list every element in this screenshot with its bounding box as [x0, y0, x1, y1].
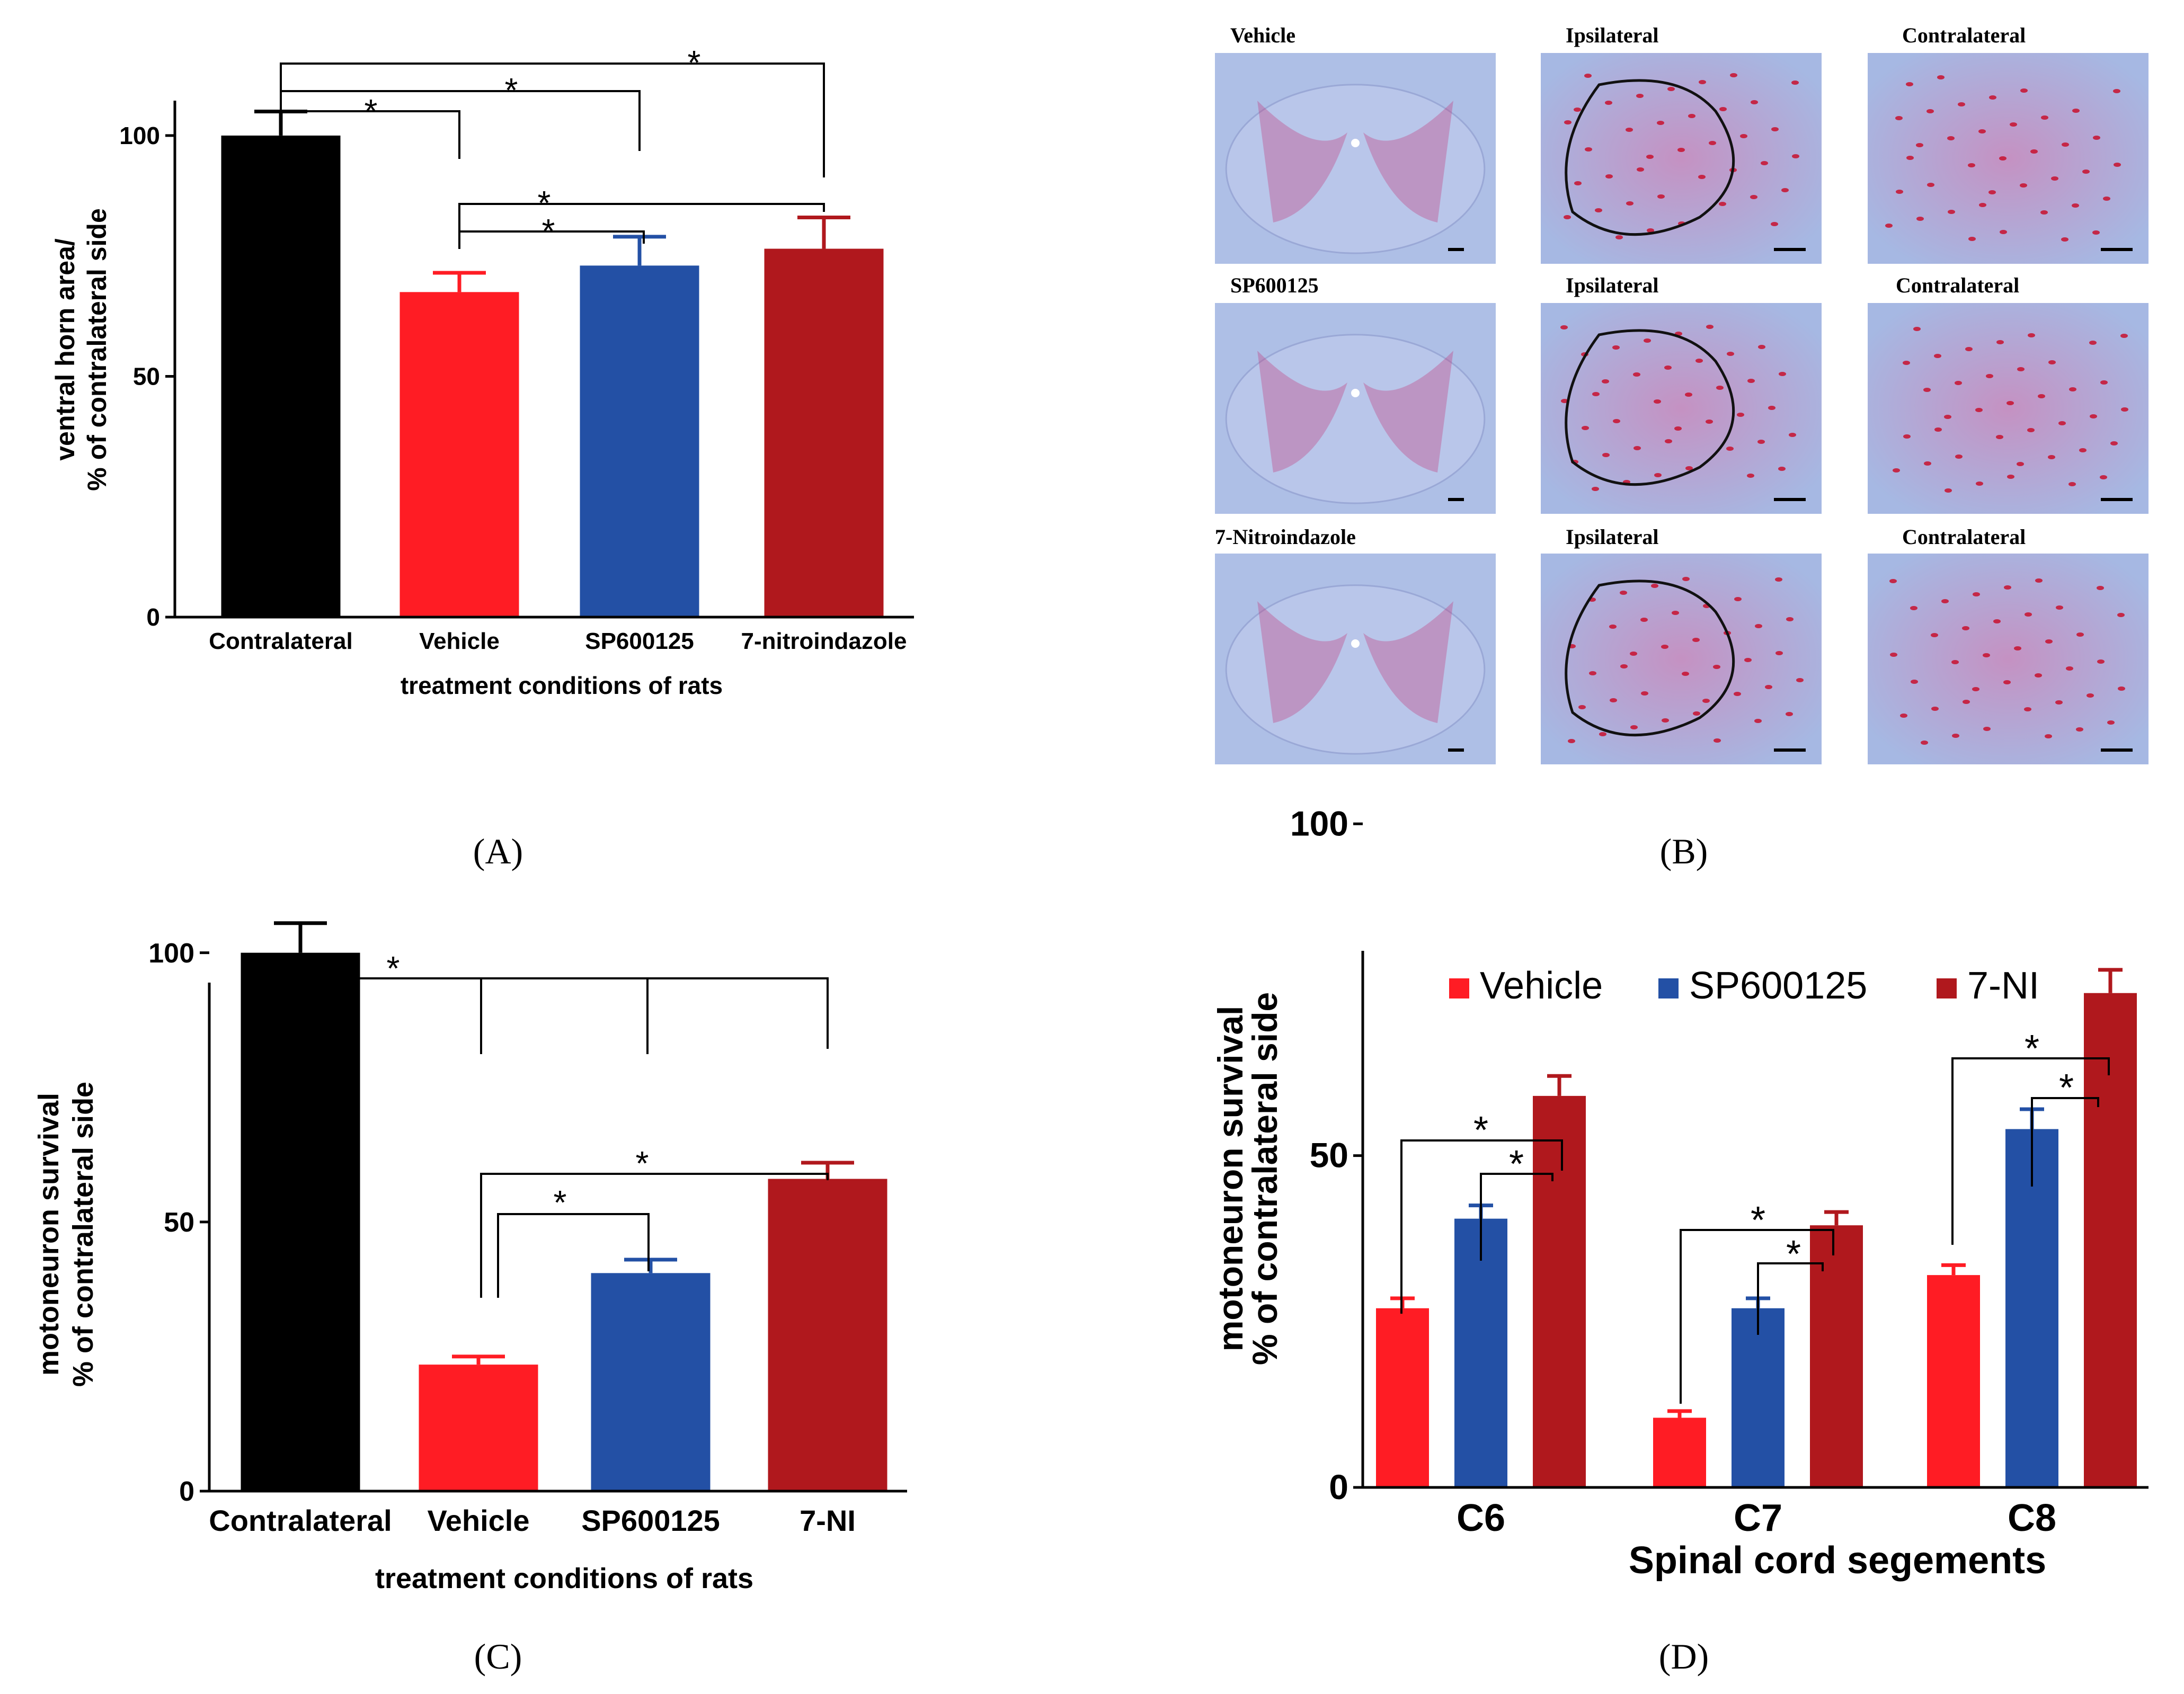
d-significance-brackets	[1400, 1057, 2110, 1404]
x-tick-label: Contralateral	[209, 628, 352, 654]
y-tick-label: 100	[1290, 804, 1348, 843]
micrograph	[1868, 554, 2149, 764]
bar-contralateral	[241, 952, 360, 1491]
chart-a: 0 50 100 ventral horn area/ % of contralat…	[50, 43, 914, 699]
a-xlabel: treatment conditions of rats	[401, 672, 723, 699]
bar-7-nitroindazole	[764, 248, 884, 618]
d-ylabel2: % of contralateral side	[1245, 992, 1284, 1365]
d-xlabel: Spinal cord segements	[1629, 1539, 2046, 1582]
a-sig-star-4: *	[538, 184, 551, 222]
micrograph	[1215, 554, 1496, 764]
y-tick-label: 50	[1310, 1136, 1348, 1175]
bar-sp600125	[580, 265, 699, 617]
bar-7-ni-c8	[2084, 993, 2137, 1487]
x-tick-label: SP600125	[581, 1504, 720, 1537]
x-tick-label: Contralateral	[209, 1504, 392, 1537]
b-row-label-vehicle: Vehicle	[1230, 23, 1295, 47]
bar-vehicle	[399, 292, 519, 617]
b-col-label-contralateral-2: Contralateral	[1896, 273, 2019, 297]
micrograph	[1541, 303, 1822, 514]
x-tick-label: 7-NI	[800, 1504, 856, 1537]
x-tick-label: C6	[1457, 1497, 1505, 1539]
micrograph	[1541, 554, 1822, 764]
a-ylabel: ventral horn area/	[50, 238, 80, 461]
d-sig-star-5: *	[2025, 1028, 2039, 1070]
c-sig-star-3: *	[554, 1183, 567, 1222]
c-xlabel: treatment conditions of rats	[375, 1563, 753, 1594]
bar-sp600125-c7	[1732, 1308, 1785, 1487]
legend-label: SP600125	[1689, 965, 1867, 1007]
legend-swatch	[1449, 978, 1469, 998]
micrograph-panel: Vehicle Ipsilateral Contralateral SP6001…	[1215, 23, 2149, 764]
a-sig-star-2: *	[505, 71, 518, 109]
bar-7-ni	[768, 1179, 887, 1491]
bar-sp600125-c6	[1454, 1218, 1507, 1487]
bar-vehicle	[419, 1365, 538, 1491]
c-ylabel2: % of contralateral side	[67, 1082, 99, 1387]
y-tick-label: 0	[146, 603, 160, 631]
b-col-label-ipsilateral-3: Ipsilateral	[1566, 525, 1659, 549]
y-tick-label: 0	[179, 1476, 194, 1507]
b-col-label-ipsilateral-2: Ipsilateral	[1566, 273, 1659, 297]
bar-vehicle-c8	[1927, 1275, 1980, 1487]
c-significance-brackets	[299, 977, 829, 1298]
a-significance-brackets	[280, 63, 825, 249]
y-tick-label: 50	[133, 363, 160, 390]
y-tick-label: 100	[148, 938, 194, 969]
micrograph	[1868, 303, 2149, 514]
b-row-label-7-nitroindazole: 7-Nitroindazole	[1215, 525, 1356, 549]
c-sig-star-1: *	[387, 949, 400, 987]
panel-label-b: (B)	[1660, 831, 1708, 871]
d-sig-star-3: *	[1751, 1199, 1765, 1242]
a-ylabel2: % of contralateral side	[82, 208, 112, 491]
bar-sp600125-c8	[2005, 1129, 2058, 1487]
b-col-label-contralateral-3: Contralateral	[1902, 525, 2026, 549]
chart-d: 0 50 100 motoneuron survival % of contrala…	[1211, 804, 2149, 1582]
c-ylabel: motoneuron survival	[33, 1093, 65, 1376]
y-tick-label: 100	[119, 122, 160, 149]
d-sig-star-2: *	[1509, 1143, 1524, 1185]
micrograph	[1541, 53, 1822, 264]
x-tick-label: SP600125	[585, 628, 694, 654]
panel-label-a: (A)	[473, 831, 523, 871]
micrograph	[1215, 303, 1496, 514]
x-tick-label: Vehicle	[419, 628, 500, 654]
bar-vehicle-c7	[1653, 1417, 1706, 1487]
a-sig-star-5: *	[542, 212, 555, 250]
legend-swatch	[1658, 978, 1679, 998]
c-sig-star-2: *	[636, 1144, 649, 1182]
b-col-label-ipsilateral-1: Ipsilateral	[1566, 23, 1659, 47]
x-tick-label: 7-nitroindazole	[741, 628, 907, 654]
legend-label: Vehicle	[1480, 965, 1603, 1007]
micrograph	[1868, 53, 2149, 264]
y-tick-label: 0	[1329, 1467, 1348, 1506]
chart-c: 0 50 100 motoneuron survival % of contrala…	[33, 921, 907, 1594]
x-tick-label: Vehicle	[427, 1504, 529, 1537]
d-sig-star-6: *	[2059, 1067, 2074, 1109]
y-tick-label: 50	[164, 1207, 194, 1238]
d-ylabel: motoneuron survival	[1211, 1006, 1250, 1352]
x-tick-label: C8	[2008, 1497, 2056, 1539]
bar-7-ni-c7	[1810, 1225, 1863, 1487]
panel-label-d: (D)	[1659, 1636, 1709, 1677]
d-sig-star-4: *	[1786, 1233, 1801, 1276]
bar-contralateral	[221, 135, 341, 618]
legend-swatch	[1937, 978, 1957, 998]
d-sig-star-1: *	[1473, 1109, 1488, 1152]
panel-label-c: (C)	[474, 1636, 522, 1677]
bar-7-ni-c6	[1533, 1095, 1586, 1487]
a-sig-star-3: *	[365, 92, 378, 130]
b-row-label-sp600125: SP600125	[1230, 273, 1319, 297]
micrograph	[1215, 53, 1496, 264]
bar-vehicle-c6	[1376, 1308, 1429, 1487]
a-sig-star-1: *	[688, 43, 701, 82]
x-tick-label: C7	[1734, 1497, 1782, 1539]
legend-label: 7-NI	[1967, 965, 2039, 1007]
bar-sp600125	[591, 1273, 711, 1491]
b-col-label-contralateral-1: Contralateral	[1902, 23, 2026, 47]
